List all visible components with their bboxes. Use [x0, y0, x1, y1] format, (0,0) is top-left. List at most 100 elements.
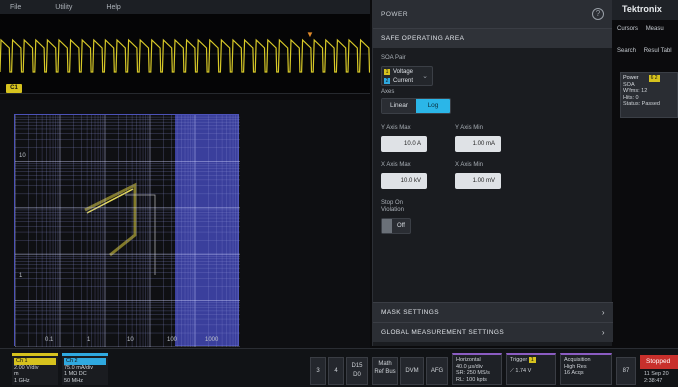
mask-settings-label: MASK SETTINGS: [381, 309, 439, 316]
date-line: 11 Sep 20: [644, 371, 669, 377]
mask-settings-row[interactable]: MASK SETTINGS ›: [373, 302, 613, 322]
channel-1-badge: 1: [384, 68, 390, 75]
dvm-button[interactable]: DVM: [400, 357, 424, 385]
x-axis-max-label: X Axis Max: [381, 162, 411, 168]
x-axis-max-field[interactable]: 10.0 kV: [381, 173, 427, 189]
chevron-right-icon: ›: [601, 328, 605, 337]
global-settings-row[interactable]: GLOBAL MEASUREMENT SETTINGS ›: [373, 322, 613, 342]
ch1-title: Ch 1: [14, 358, 56, 365]
global-settings-label: GLOBAL MEASUREMENT SETTINGS: [381, 329, 505, 336]
ch2-title: Ch 2: [64, 358, 106, 365]
meas-source-badge: 6 2: [648, 75, 660, 82]
afg-button[interactable]: AFG: [426, 357, 448, 385]
stop-on-violation-label: Stop On Violation: [381, 200, 404, 213]
date-time: 11 Sep 20 2:38:47: [640, 371, 678, 384]
soa-pair-label: SOA Pair: [381, 55, 406, 61]
search-results-buttons: Search Resul Tabl: [617, 48, 678, 54]
acquisition-title: Acquisition: [564, 357, 591, 363]
trigger-marker-icon[interactable]: ▼: [306, 30, 314, 39]
meas-line: Hits: 0: [623, 94, 639, 101]
channel-4-button[interactable]: 4: [328, 357, 344, 385]
channel-badge[interactable]: C1: [6, 84, 22, 93]
y-axis-max-field[interactable]: 10.0 A: [381, 136, 427, 152]
soa-grid: [15, 115, 240, 347]
acquisition-line: 16 Acqs: [564, 370, 584, 376]
help-icon[interactable]: ?: [592, 8, 604, 20]
power-panel: POWER ? SAFE OPERATING AREA SOA Pair 1 V…: [372, 0, 613, 346]
channel-3-button[interactable]: 3: [310, 357, 326, 385]
axes-label: Axes: [381, 89, 395, 95]
x-tick-label: 0.1: [45, 337, 54, 343]
channel-2-badge: 2: [384, 77, 390, 84]
y-axis-min-field[interactable]: 1.00 mA: [455, 136, 501, 152]
cursors-measure-buttons: Cursors Measu: [617, 26, 678, 32]
axes-toggle: Linear Log: [381, 98, 451, 114]
ch2-line: 75.0 mA/div: [64, 364, 94, 371]
acquisition-badge[interactable]: Acquisition High Res 16 Acqs: [560, 353, 612, 385]
ch2-line: 50 MHz: [64, 377, 83, 384]
toggle-state: Off: [397, 223, 405, 229]
horizontal-line: 40.0 μs/div: [456, 363, 483, 370]
x-tick-label: 10: [127, 337, 134, 343]
x-tick-label: 1000: [205, 337, 219, 343]
trigger-title: Trigger: [510, 357, 528, 363]
cursors-button[interactable]: Cursors: [617, 26, 639, 32]
menu-file[interactable]: File: [10, 3, 22, 11]
y-tick-label: 10: [19, 153, 26, 159]
meas-line: Status: Passed: [623, 101, 660, 107]
ch2-line: 1 MΩ DC: [64, 371, 87, 377]
meas-line: SOA: [623, 81, 635, 88]
panel-title: POWER: [381, 10, 409, 18]
menu-help[interactable]: Help: [106, 3, 121, 11]
y-axis-min-label: Y Axis Min: [455, 125, 483, 131]
trigger-level: 1.74 V: [515, 367, 532, 374]
menu-utility[interactable]: Utility: [55, 3, 73, 11]
acquisition-line: High Res: [564, 363, 587, 370]
stop-on-violation-toggle[interactable]: Off: [381, 218, 411, 234]
soa-pair-select[interactable]: 1 Voltage 2 Current ⌄: [381, 66, 433, 86]
axes-log-button[interactable]: Log: [416, 99, 450, 113]
chevron-right-icon: ›: [601, 308, 605, 317]
y-axis-max-label: Y Axis Max: [381, 125, 411, 131]
measure-button[interactable]: Measu: [645, 26, 664, 32]
soa-plot[interactable]: 10 1 0.1 1 10 100 1000: [14, 114, 240, 347]
trigger-edge-icon: ⟋: [510, 367, 514, 374]
digital-button[interactable]: D15 D0: [346, 357, 368, 385]
channel-2-badge[interactable]: Ch 2 75.0 mA/div 1 MΩ DC 50 MHz: [62, 353, 108, 385]
menu-bar: File Utility Help: [0, 0, 370, 14]
trigger-badge[interactable]: Trigger 1 ⟋ 1.74 V: [506, 353, 556, 385]
channel-1-badge[interactable]: Ch 1 2.00 V/div m 1 GHz: [12, 353, 58, 385]
chevron-down-icon: ⌄: [422, 73, 428, 80]
brand-logo: Tektronix: [612, 0, 678, 20]
waveform-trace: [0, 38, 370, 73]
horizontal-badge[interactable]: Horizontal 40.0 μs/div SR: 250 MS/s RL: …: [452, 353, 502, 385]
time-line: 2:38:47: [644, 377, 663, 384]
math-ref-bus-button[interactable]: Math Ref Bus: [372, 357, 398, 385]
section-header: SAFE OPERATING AREA: [373, 28, 612, 48]
trigger-source-badge: 1: [528, 357, 536, 363]
current-source: Current: [393, 77, 414, 84]
meas-title: Power: [623, 75, 639, 81]
ch1-line: 2.00 V/div: [14, 364, 39, 371]
y-tick-label: 1: [19, 273, 23, 279]
x-axis-min-field[interactable]: 1.00 mV: [455, 173, 501, 189]
horizontal-title: Horizontal: [456, 357, 481, 363]
x-tick-label: 100: [167, 337, 178, 343]
power-measurement-badge[interactable]: Power 6 2 SOA W'fms: 12 Hits: 0 Status: P…: [620, 72, 678, 118]
settings-bar: Ch 1 2.00 V/div m 1 GHz Ch 2 75.0 mA/div…: [0, 348, 678, 387]
extra-button[interactable]: 87: [616, 357, 636, 385]
run-stop-status[interactable]: Stopped: [640, 355, 678, 369]
axes-linear-button[interactable]: Linear: [382, 99, 416, 113]
horizontal-line: SR: 250 MS/s: [456, 370, 490, 376]
results-table-button[interactable]: Resul Tabl: [643, 48, 672, 54]
voltage-source: Voltage: [393, 68, 414, 75]
x-axis-min-label: X Axis Min: [455, 162, 484, 168]
ch1-line: 1 GHz: [14, 377, 30, 384]
search-button[interactable]: Search: [617, 48, 637, 54]
ch1-line: m: [14, 371, 19, 377]
horizontal-line: RL: 100 kpts: [456, 376, 487, 383]
x-tick-label: 1: [87, 337, 91, 343]
soa-plot-region: 10 1 0.1 1 10 100 1000: [0, 100, 370, 348]
waveform-view[interactable]: ▼ C1: [0, 14, 370, 94]
panel-header: POWER ?: [373, 0, 612, 28]
